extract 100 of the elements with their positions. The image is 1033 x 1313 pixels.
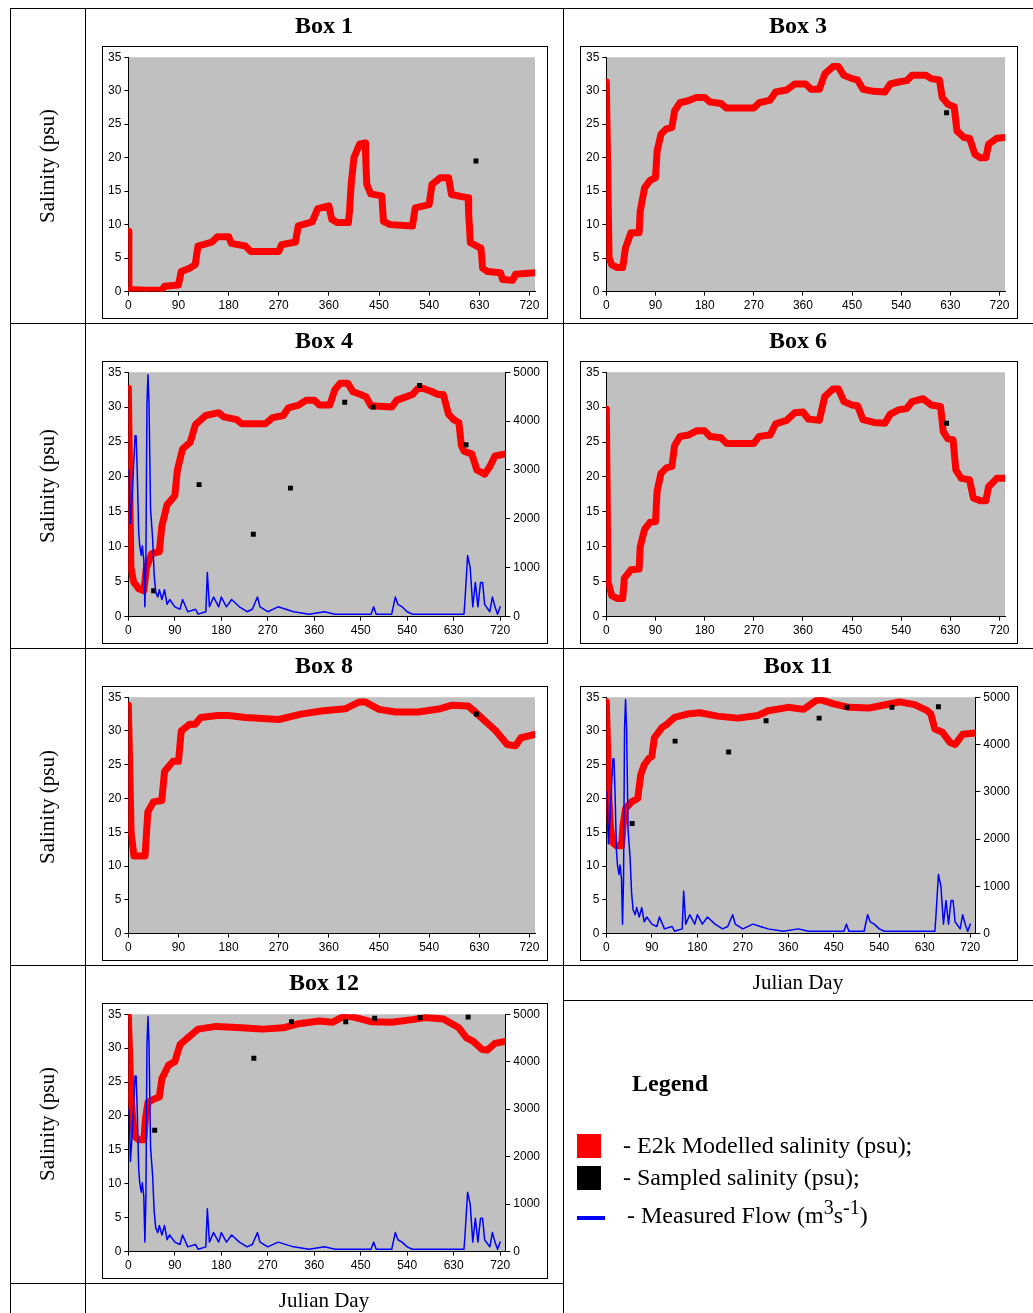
x-tick-label: 720 — [989, 298, 1010, 313]
x-tick-label: 180 — [687, 940, 708, 955]
y-tick-label: 15 — [107, 183, 122, 198]
chart-title: Box 3 — [768, 12, 828, 39]
x-tick-label: 630 — [443, 1258, 464, 1273]
y-tick-label: 0 — [592, 608, 600, 623]
y-tick-label: 10 — [585, 858, 600, 873]
x-tick-label: 0 — [603, 298, 610, 313]
y-tick-label: 15 — [107, 824, 122, 839]
y-tick-label: 0 — [114, 283, 122, 298]
y-tick-label: 25 — [585, 116, 600, 131]
x-tick-label: 90 — [168, 1258, 182, 1273]
x-tick-label: 0 — [603, 623, 610, 638]
x-tick-label: 360 — [778, 940, 799, 955]
chart-title: Box 1 — [294, 12, 354, 39]
y-tick-label: 10 — [107, 1176, 122, 1191]
legend-label: - Measured Flow (m$^{3}$s$^{-1}$) — [627, 1196, 868, 1229]
x-tick-label: 720 — [989, 623, 1010, 638]
y-tick-label: 35 — [585, 49, 600, 64]
y-tick-label: 35 — [107, 49, 122, 64]
x-tick-label: 270 — [743, 298, 765, 313]
x-tick-label: 630 — [940, 298, 961, 313]
x-tick-label: 360 — [304, 623, 325, 638]
y-tick-label: 15 — [107, 504, 122, 519]
x-tick-label: 270 — [257, 1258, 279, 1273]
y-tick-label: 35 — [585, 364, 600, 379]
y-tick-label: 35 — [585, 689, 600, 704]
y-tick-label: 5 — [592, 250, 600, 265]
y-tick-label: 20 — [107, 790, 122, 805]
y-axis-title: Salinity (psu) — [34, 1067, 60, 1181]
y-tick-label: 15 — [585, 824, 600, 839]
y-tick-label: 5 — [114, 1210, 122, 1224]
y2-tick-label: 1000 — [513, 560, 541, 575]
x-tick-label: 270 — [743, 623, 765, 638]
x-tick-label: 90 — [648, 298, 663, 313]
y-tick-label: 0 — [114, 608, 122, 623]
x-axis-title: Julian Day — [277, 1288, 371, 1313]
y-tick-label: 20 — [585, 149, 600, 164]
y2-tick-label: 1000 — [983, 878, 1011, 893]
x-tick-label: 90 — [648, 623, 663, 638]
y-tick-label: 10 — [107, 858, 122, 873]
y2-tick-label: 5000 — [983, 689, 1011, 704]
x-tick-label: 0 — [125, 623, 132, 638]
y2-tick-label: 2000 — [983, 831, 1011, 846]
x-tick-label: 360 — [792, 298, 814, 313]
y-tick-label: 30 — [107, 83, 122, 97]
y-tick-label: 25 — [585, 757, 600, 772]
x-tick-label: 540 — [397, 623, 418, 638]
x-tick-label: 720 — [519, 298, 540, 313]
x-tick-label: 630 — [469, 940, 490, 955]
x-tick-label: 630 — [443, 623, 464, 638]
x-tick-label: 270 — [732, 940, 754, 955]
y-tick-label: 25 — [107, 116, 122, 131]
x-tick-label: 90 — [171, 298, 186, 313]
x-tick-label: 180 — [218, 298, 239, 313]
x-tick-label: 270 — [268, 298, 290, 313]
x-tick-label: 270 — [257, 623, 279, 638]
y2-tick-label: 3000 — [513, 462, 541, 477]
x-tick-label: 360 — [304, 1258, 325, 1273]
chart-title: Box 4 — [294, 327, 354, 354]
x-tick-label: 0 — [603, 940, 610, 955]
x-tick-label: 450 — [823, 940, 845, 955]
y2-tick-label: 3000 — [513, 1101, 541, 1116]
y-tick-label: 25 — [107, 1074, 122, 1089]
y-tick-label: 10 — [585, 539, 600, 554]
x-tick-label: 360 — [792, 623, 814, 638]
x-tick-label: 0 — [125, 1258, 132, 1273]
y2-tick-label: 0 — [983, 925, 991, 940]
x-tick-label: 540 — [891, 298, 912, 313]
x-tick-label: 720 — [960, 940, 981, 955]
y2-tick-label: 4000 — [983, 736, 1011, 751]
x-tick-label: 450 — [369, 940, 390, 955]
y-tick-label: 30 — [107, 1040, 122, 1055]
x-tick-label: 720 — [519, 940, 540, 955]
y-tick-label: 35 — [107, 689, 122, 704]
x-tick-label: 450 — [369, 298, 390, 313]
legend-title: Legend — [632, 1070, 709, 1097]
y-tick-label: 10 — [107, 539, 122, 554]
y-tick-label: 0 — [592, 283, 600, 298]
x-tick-label: 180 — [218, 940, 239, 955]
x-tick-label: 630 — [940, 623, 961, 638]
y-axis-title: Salinity (psu) — [34, 428, 60, 543]
chart-title: Box 12 — [288, 969, 360, 996]
y-tick-label: 0 — [114, 1243, 122, 1258]
y-tick-label: 5 — [114, 574, 122, 588]
x-tick-label: 180 — [211, 623, 232, 638]
x-axis-title: Julian Day — [751, 970, 845, 995]
x-tick-label: 630 — [469, 298, 490, 313]
y-tick-label: 25 — [585, 434, 600, 449]
x-tick-label: 180 — [211, 1258, 232, 1273]
y-tick-label: 0 — [592, 925, 600, 940]
y-tick-label: 5 — [592, 892, 600, 907]
y2-tick-label: 4000 — [513, 1053, 541, 1068]
y-tick-label: 5 — [592, 574, 600, 588]
x-tick-label: 180 — [694, 623, 715, 638]
y-tick-label: 30 — [585, 399, 600, 414]
x-tick-label: 360 — [318, 298, 340, 313]
y-axis-title: Salinity (psu) — [34, 108, 60, 223]
y-tick-label: 35 — [107, 364, 122, 379]
x-tick-label: 180 — [694, 298, 715, 313]
